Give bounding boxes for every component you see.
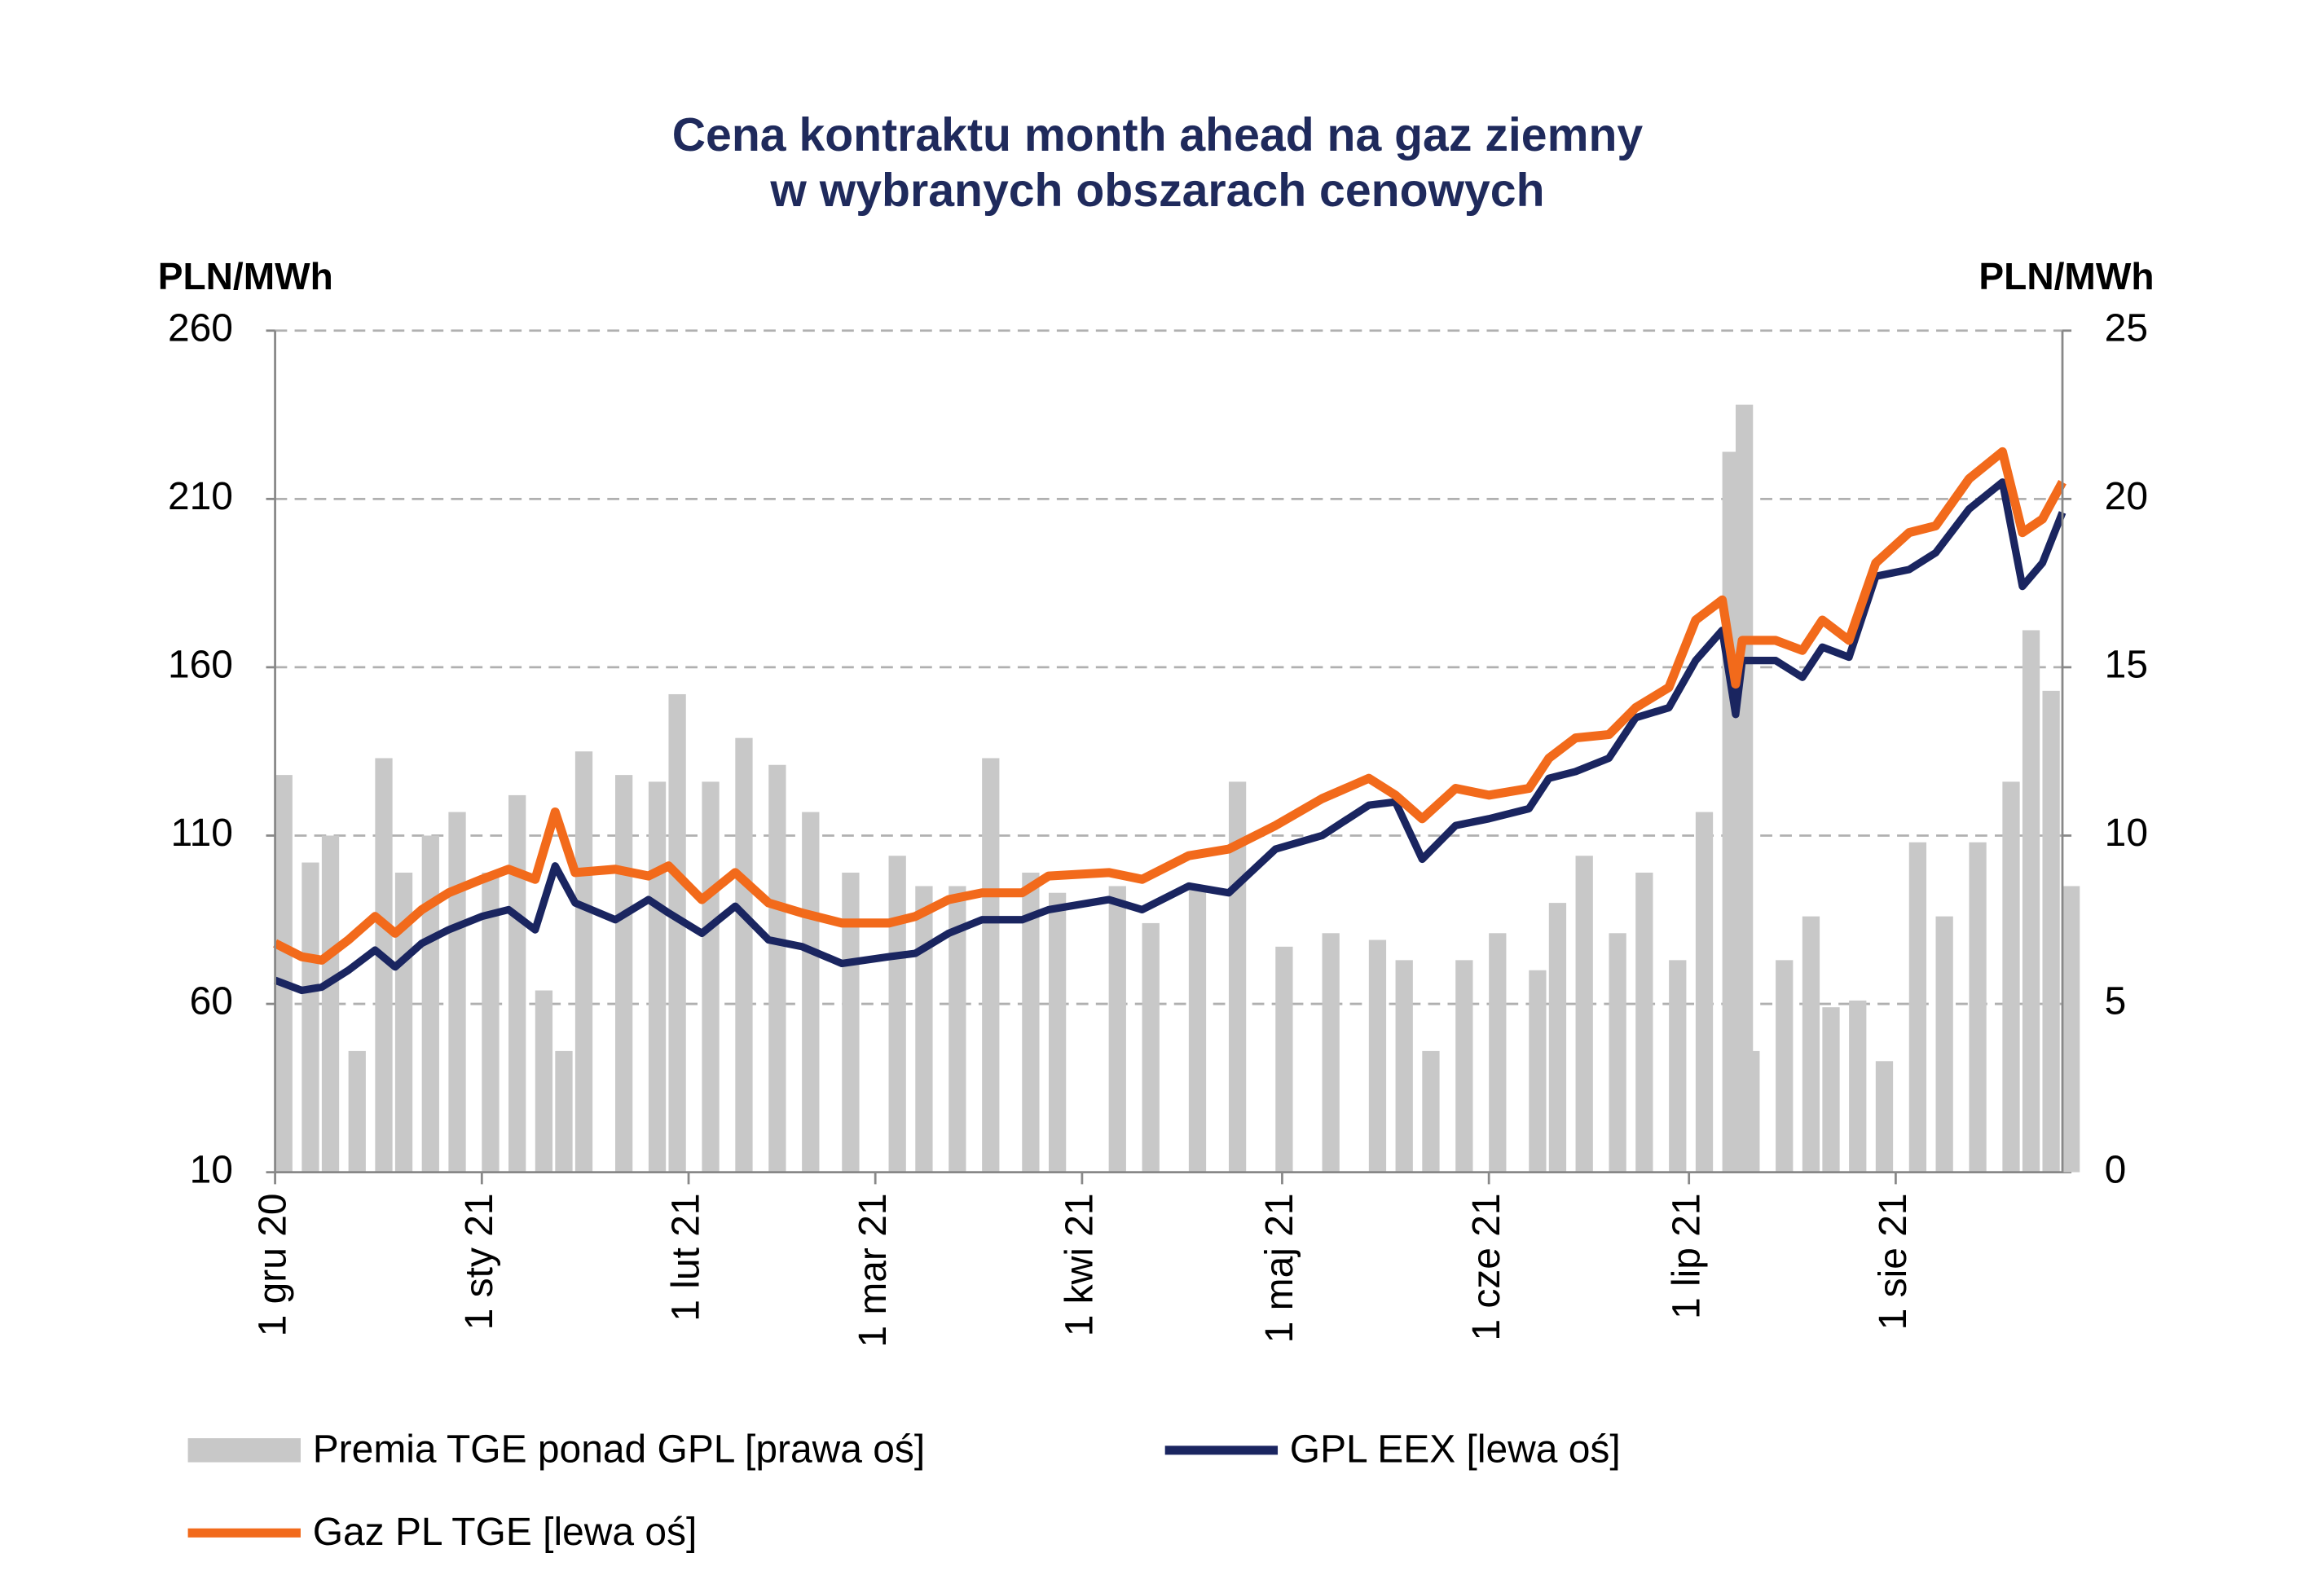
y-tick-label: 10 — [190, 1148, 233, 1191]
legend-label: Gaz PL TGE [lewa oś] — [313, 1511, 698, 1554]
y2-tick-label: 25 — [2105, 306, 2148, 350]
x-tick-label: 1 lip 21 — [1665, 1193, 1708, 1319]
y-tick-label: 110 — [170, 812, 232, 855]
bar — [802, 812, 820, 1173]
bar — [394, 872, 413, 1173]
bar — [1849, 1000, 1867, 1173]
bar — [1935, 916, 1953, 1173]
bar — [1635, 872, 1653, 1173]
bar — [768, 764, 786, 1173]
y-tick-label: 210 — [168, 475, 233, 518]
bar — [302, 862, 319, 1173]
bar — [668, 693, 686, 1173]
bar — [321, 835, 340, 1173]
bar — [888, 856, 906, 1173]
legend-label: GPL EEX [lewa oś] — [1290, 1428, 1621, 1471]
bar — [614, 775, 633, 1173]
bar — [982, 758, 1000, 1173]
x-tick-label: 1 sie 21 — [1872, 1193, 1915, 1330]
x-tick-label: 1 cze 21 — [1465, 1193, 1508, 1340]
bar — [1875, 1061, 1894, 1173]
bar — [1575, 856, 1593, 1173]
x-tick-label: 1 sty 21 — [458, 1193, 501, 1330]
bar — [421, 835, 439, 1173]
chart-title: w wybranych obszarach cenowych — [769, 165, 1544, 217]
bar — [1669, 960, 1687, 1173]
bar — [508, 794, 526, 1173]
bar — [949, 886, 966, 1173]
bar — [1802, 916, 1820, 1173]
y-tick-label: 60 — [190, 980, 233, 1023]
y-tick-label: 160 — [168, 644, 233, 687]
chart-title: Cena kontraktu month ahead na gaz ziemny — [672, 109, 1644, 161]
bar — [1489, 933, 1507, 1173]
y2-tick-label: 5 — [2105, 980, 2127, 1023]
line — [273, 447, 2067, 965]
bar — [1422, 1050, 1440, 1173]
legend-label: Premia TGE ponad GPL [prawa oś] — [313, 1428, 925, 1471]
bar — [1275, 946, 1293, 1173]
y2-tick-label: 20 — [2105, 475, 2148, 518]
bar — [2022, 630, 2040, 1173]
y2-tick-label: 0 — [2105, 1148, 2127, 1191]
bar — [1776, 960, 1794, 1173]
bar — [1742, 1050, 1760, 1173]
legend-marker — [187, 1438, 301, 1463]
bar — [648, 781, 667, 1173]
x-tick-label: 1 kwi 21 — [1059, 1193, 1102, 1336]
x-tick-label: 1 mar 21 — [852, 1193, 895, 1347]
x-tick-label: 1 lut 21 — [665, 1193, 708, 1321]
bar — [448, 812, 466, 1173]
bar — [1969, 842, 1987, 1173]
x-tick-label: 1 gru 20 — [251, 1193, 294, 1336]
bar — [2042, 690, 2060, 1173]
bar — [1108, 886, 1126, 1173]
y2-tick-label: 15 — [2105, 644, 2148, 687]
bar — [275, 775, 293, 1173]
bar — [482, 872, 500, 1173]
bar — [535, 990, 553, 1173]
bar — [375, 758, 393, 1173]
bar — [1368, 939, 1387, 1173]
bar — [2062, 886, 2080, 1173]
bar — [1188, 886, 1207, 1173]
bar — [1822, 1007, 1840, 1173]
bar — [1609, 933, 1626, 1173]
y-axis-title: PLN/MWh — [158, 255, 333, 297]
bar — [1695, 812, 1714, 1173]
bar — [574, 751, 593, 1173]
bar — [555, 1050, 573, 1173]
bar — [702, 781, 720, 1173]
bar — [1048, 892, 1067, 1173]
bar — [2002, 781, 2020, 1173]
line — [273, 478, 2067, 995]
bar — [915, 886, 933, 1173]
bar — [1142, 922, 1160, 1173]
bar — [735, 737, 753, 1173]
y-tick-label: 260 — [168, 306, 233, 350]
y2-tick-label: 10 — [2105, 812, 2148, 855]
y2-axis-title: PLN/MWh — [1978, 255, 2154, 297]
bar — [1395, 960, 1413, 1173]
bar — [1735, 404, 1754, 1173]
bar — [1548, 903, 1567, 1173]
bar — [1322, 933, 1340, 1173]
bar — [1022, 872, 1040, 1173]
x-tick-label: 1 maj 21 — [1258, 1193, 1301, 1343]
bar — [348, 1050, 366, 1173]
bar — [1908, 842, 1927, 1173]
bar — [842, 872, 860, 1173]
bar — [1455, 960, 1473, 1173]
bar — [1529, 970, 1547, 1173]
